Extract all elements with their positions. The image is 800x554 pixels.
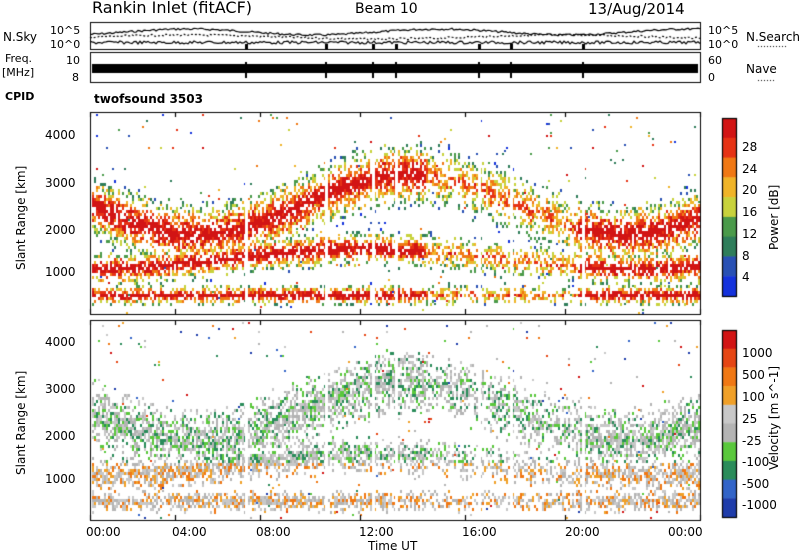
velocity-cbar-tick-500: 500: [742, 368, 765, 382]
xtick-0800: 08:00: [256, 525, 291, 539]
xlabel: Time UT: [368, 539, 418, 553]
noise-tick-high-right: 10^5: [708, 24, 739, 37]
noise-tick-low-right: 10^0: [708, 38, 739, 51]
velocity-ytick-2000: 2000: [45, 429, 76, 443]
power-cbar-tick-16: 16: [742, 205, 758, 219]
freq-tick-low: 8: [72, 71, 79, 84]
cpid-label: CPID: [5, 90, 35, 103]
velocity-ytick-3000: 3000: [45, 382, 76, 396]
velocity-ytick-1000: 1000: [45, 472, 76, 486]
power-cbar-tick-12: 12: [742, 227, 758, 241]
power-cbar-tick-4: 4: [742, 270, 750, 284]
velocity-cbar-label: Velocity [m s^-1]: [767, 365, 781, 470]
velocity-cbar-tick-neg25: -25: [742, 434, 762, 448]
freq-label-line2: [MHz]: [2, 66, 35, 79]
velocity-cbar-tick-neg1000: -1000: [742, 498, 777, 512]
xtick-2000: 20:00: [565, 525, 600, 539]
cpid-value: twofsound 3503: [94, 92, 203, 106]
power-cbar-label: Power [dB]: [767, 184, 781, 250]
xtick-0000-end: 00:00: [668, 525, 703, 539]
power-cbar-tick-28: 28: [742, 140, 758, 154]
xtick-1200: 12:00: [359, 525, 394, 539]
xtick-1600: 16:00: [462, 525, 497, 539]
velocity-ytick-4000: 4000: [45, 335, 76, 349]
velocity-cbar-tick-25: 25: [742, 412, 758, 426]
freq-tick-high: 10: [66, 54, 80, 67]
power-cbar-tick-20: 20: [742, 183, 758, 197]
freq-label-line1: Freq.: [5, 52, 33, 65]
noise-tick-low-left: 10^0: [50, 38, 81, 51]
power-ytick-3000: 3000: [45, 176, 76, 190]
power-ytick-2000: 2000: [45, 223, 76, 237]
power-cbar-tick-8: 8: [742, 249, 750, 263]
power-ylabel: Slant Range [km]: [14, 165, 28, 270]
nave-tick-high: 60: [708, 54, 722, 67]
power-ytick-1000: 1000: [45, 265, 76, 279]
nsearch-label: N.Search: [746, 30, 800, 44]
nave-label: Nave: [746, 62, 777, 76]
date-title: 13/Aug/2014: [588, 0, 685, 18]
beam-title: Beam 10: [355, 1, 418, 17]
velocity-cbar-tick-1000: 1000: [742, 346, 773, 360]
station-title: Rankin Inlet (fitACF): [92, 0, 253, 17]
power-cbar-tick-24: 24: [742, 162, 758, 176]
velocity-cbar-tick-neg500: -500: [742, 477, 770, 491]
xtick-0400: 04:00: [172, 525, 207, 539]
nave-tick-low: 0: [708, 71, 715, 84]
velocity-ylabel: Slant Range [km]: [14, 370, 28, 475]
power-ytick-4000: 4000: [45, 128, 76, 142]
nsky-label: N.Sky: [3, 30, 38, 44]
velocity-cbar-tick-neg100: -100: [742, 455, 770, 469]
velocity-cbar-tick-100: 100: [742, 390, 765, 404]
noise-tick-high-left: 10^5: [50, 24, 81, 37]
xtick-0000: 00:00: [86, 525, 121, 539]
